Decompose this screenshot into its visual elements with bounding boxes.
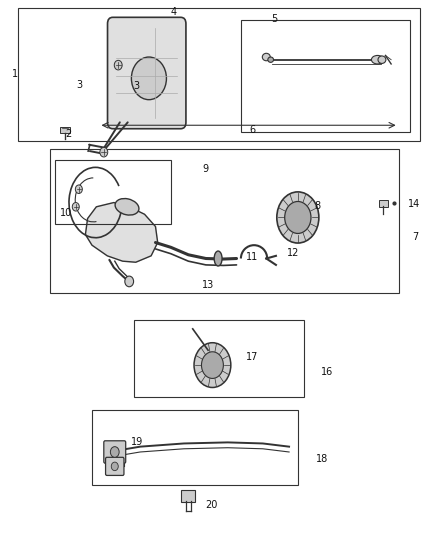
Text: 10: 10 xyxy=(60,208,73,218)
Text: 18: 18 xyxy=(316,455,328,464)
Text: 4: 4 xyxy=(171,7,177,17)
Text: 5: 5 xyxy=(272,14,278,23)
FancyBboxPatch shape xyxy=(379,200,388,207)
Circle shape xyxy=(114,60,122,70)
Circle shape xyxy=(100,147,108,157)
Text: 9: 9 xyxy=(202,165,208,174)
Circle shape xyxy=(194,343,231,387)
FancyBboxPatch shape xyxy=(104,441,126,463)
Ellipse shape xyxy=(371,55,384,64)
Bar xyxy=(55,160,171,224)
Text: 14: 14 xyxy=(408,199,420,208)
Text: 13: 13 xyxy=(202,280,215,289)
Bar xyxy=(50,149,399,293)
FancyBboxPatch shape xyxy=(107,17,186,129)
Bar xyxy=(18,8,420,141)
FancyBboxPatch shape xyxy=(181,490,195,502)
Circle shape xyxy=(125,276,134,287)
Ellipse shape xyxy=(115,198,139,215)
Text: 3: 3 xyxy=(77,80,83,90)
Text: 8: 8 xyxy=(314,201,321,211)
Circle shape xyxy=(277,192,319,243)
Ellipse shape xyxy=(268,57,273,62)
Circle shape xyxy=(110,447,119,457)
Circle shape xyxy=(75,185,82,193)
Text: 20: 20 xyxy=(205,500,217,510)
Ellipse shape xyxy=(262,53,270,61)
Text: 3: 3 xyxy=(134,82,140,91)
FancyBboxPatch shape xyxy=(106,457,124,475)
Polygon shape xyxy=(85,203,158,262)
Text: 17: 17 xyxy=(246,352,258,362)
Circle shape xyxy=(131,57,166,100)
Text: 6: 6 xyxy=(250,125,256,135)
Circle shape xyxy=(72,203,79,211)
Text: 2: 2 xyxy=(65,130,71,139)
Text: 11: 11 xyxy=(246,252,258,262)
Bar xyxy=(241,20,410,132)
Circle shape xyxy=(111,462,118,471)
Circle shape xyxy=(201,352,223,378)
Text: 16: 16 xyxy=(321,367,333,376)
Ellipse shape xyxy=(214,251,222,266)
Text: 19: 19 xyxy=(131,438,143,447)
Text: 1: 1 xyxy=(12,69,18,78)
Ellipse shape xyxy=(378,56,386,63)
Bar xyxy=(92,410,298,485)
Bar xyxy=(134,320,304,397)
Text: 12: 12 xyxy=(287,248,300,257)
FancyBboxPatch shape xyxy=(60,127,70,133)
Circle shape xyxy=(285,201,311,233)
Text: 7: 7 xyxy=(413,232,419,241)
